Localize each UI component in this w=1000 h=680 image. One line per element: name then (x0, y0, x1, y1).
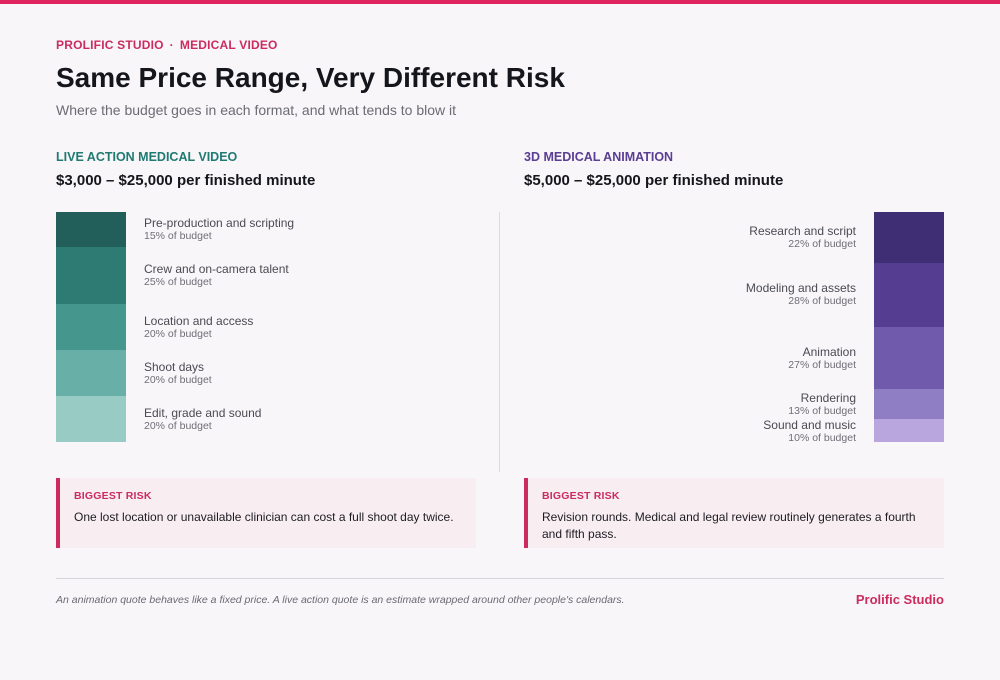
live-action-budget-labels: Pre-production and scripting 15% of budge… (144, 212, 444, 452)
segment-name: Animation (802, 344, 856, 359)
live-action-segment-label: Edit, grade and sound 20% of budget (144, 406, 444, 433)
segment-name: Rendering (800, 390, 856, 405)
segment-percent: 15% of budget (144, 229, 212, 242)
animation-price: $5,000 – $25,000 per finished minute (524, 172, 784, 189)
segment-percent: 20% of budget (144, 419, 212, 432)
footer-divider (56, 578, 944, 579)
animation-segment-4 (874, 389, 944, 419)
segment-percent: 28% of budget (788, 295, 856, 308)
animation-budget-labels: Research and script 22% of budget Modeling… (560, 212, 856, 452)
segment-name: Modeling and assets (745, 281, 856, 296)
segment-name: Location and access (144, 313, 254, 328)
segment-name: Research and script (749, 223, 856, 238)
animation-segment-3 (874, 327, 944, 390)
live-action-heading: LIVE ACTION MEDICAL VIDEO (56, 150, 238, 164)
eyebrow-category: MEDICAL VIDEO (179, 38, 278, 52)
page-subtitle: Where the budget goes in each format, an… (56, 102, 457, 118)
animation-risk-callout: BIGGEST RISK Revision rounds. Medical an… (524, 478, 944, 548)
live-action-segment-label: Location and access 20% of budget (144, 314, 444, 341)
live-action-segment-4 (56, 350, 126, 396)
animation-segment-label: Research and script 22% of budget (560, 224, 856, 251)
eyebrow: PROLIFIC STUDIO · MEDICAL VIDEO (56, 38, 278, 52)
segment-percent: 27% of budget (788, 358, 856, 371)
eyebrow-separator: · (169, 38, 174, 52)
segment-percent: 10% of budget (788, 431, 856, 444)
live-action-segment-2 (56, 246, 126, 304)
segment-percent: 22% of budget (788, 237, 856, 250)
column-divider (499, 212, 500, 472)
live-action-segment-label: Shoot days 20% of budget (144, 360, 444, 387)
segment-name: Edit, grade and sound (144, 405, 262, 420)
animation-segment-1 (874, 212, 944, 263)
animation-budget-stack (874, 212, 944, 442)
risk-text: One lost location or unavailable clinici… (74, 510, 454, 524)
live-action-segment-5 (56, 396, 126, 442)
live-action-segment-label: Crew and on-camera talent 25% of budget (144, 262, 444, 289)
footer-brand: Prolific Studio (855, 592, 944, 607)
segment-name: Crew and on-camera talent (144, 261, 289, 276)
live-action-segment-1 (56, 212, 126, 247)
top-accent-bar (0, 0, 1000, 4)
risk-heading: BIGGEST RISK (542, 490, 620, 502)
animation-segment-2 (874, 262, 944, 327)
live-action-segment-label: Pre-production and scripting 15% of budge… (144, 216, 444, 243)
segment-percent: 25% of budget (144, 275, 212, 288)
risk-text: Revision rounds. Medical and legal revie… (542, 510, 916, 541)
animation-segment-5 (874, 419, 944, 442)
live-action-price: $3,000 – $25,000 per finished minute (56, 172, 316, 189)
segment-percent: 20% of budget (144, 327, 212, 340)
segment-name: Sound and music (763, 417, 856, 432)
live-action-risk-callout: BIGGEST RISK One lost location or unavai… (56, 478, 476, 548)
animation-segment-label: Animation 27% of budget (560, 345, 856, 372)
eyebrow-brand: PROLIFIC STUDIO (56, 38, 164, 52)
animation-segment-label: Sound and music 10% of budget (560, 418, 856, 445)
live-action-segment-3 (56, 304, 126, 350)
segment-percent: 13% of budget (788, 404, 856, 417)
live-action-budget-stack (56, 212, 126, 442)
footer-note: An animation quote behaves like a fixed … (56, 594, 625, 606)
segment-name: Pre-production and scripting (144, 215, 295, 230)
animation-heading: 3D MEDICAL ANIMATION (524, 150, 674, 164)
animation-segment-label: Modeling and assets 28% of budget (560, 281, 856, 308)
risk-heading: BIGGEST RISK (74, 490, 152, 502)
segment-name: Shoot days (144, 359, 205, 374)
segment-percent: 20% of budget (144, 373, 212, 386)
animation-segment-label: Rendering 13% of budget (560, 391, 856, 418)
page-title: Same Price Range, Very Different Risk (56, 62, 565, 93)
